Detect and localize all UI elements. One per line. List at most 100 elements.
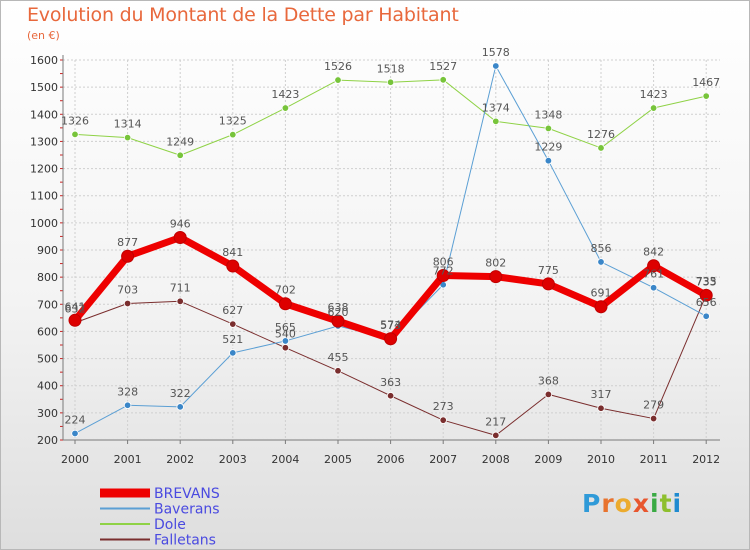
data-point-dole [386,78,395,86]
y-tick-label: 1600 [30,54,58,67]
y-tick-label: 800 [37,271,58,284]
data-label-dole: 1374 [482,101,510,114]
data-label-brevans: 877 [117,236,138,249]
data-label-baverans: 565 [275,321,296,334]
legend-label-dole: Dole [154,517,186,533]
data-label-brevans: 691 [591,287,612,300]
x-tick-label: 2008 [482,453,510,466]
data-point-baverans [544,156,553,165]
x-tick-label: 2005 [324,453,352,466]
x-tick-label: 2002 [166,453,194,466]
data-point-brevans [647,259,661,273]
data-point-baverans [492,62,500,70]
data-label-falletans: 735 [696,275,717,288]
data-point-brevans [68,313,82,327]
data-point-baverans [597,258,605,266]
data-label-dole: 1423 [271,88,299,101]
data-label-baverans: 856 [591,242,612,255]
x-tick-label: 2009 [534,453,562,466]
data-point-falletans [597,404,605,412]
brand-letter: o [614,489,633,518]
data-point-falletans [176,297,184,305]
data-point-falletans [281,344,290,352]
x-tick-label: 2011 [640,453,668,466]
data-label-falletans: 363 [380,376,401,389]
data-point-brevans [173,231,187,245]
x-tick-label: 2004 [271,453,299,466]
data-label-brevans: 841 [222,246,243,259]
data-point-dole [281,104,290,112]
data-label-baverans: 1578 [482,46,510,59]
data-label-dole: 1348 [534,108,562,121]
data-label-dole: 1325 [219,115,247,128]
y-tick-label: 600 [37,325,58,338]
data-label-brevans: 806 [433,256,454,269]
data-point-dole [176,151,184,159]
chart-title: Evolution du Montant de la Dette par Hab… [27,4,459,26]
data-label-brevans: 733 [696,275,717,288]
y-tick-label: 1200 [30,163,58,176]
y-tick-label: 500 [37,353,58,366]
data-label-baverans: 761 [643,268,664,281]
data-point-brevans [594,300,608,314]
data-label-brevans: 946 [170,218,191,231]
data-point-brevans [699,288,713,302]
data-point-brevans [278,297,292,311]
data-label-falletans: 279 [643,399,664,412]
data-point-dole [492,117,500,126]
data-label-baverans: 574 [380,318,401,331]
data-label-dole: 1526 [324,60,352,73]
data-point-dole [702,92,710,100]
y-tick-label: 1300 [30,135,58,148]
data-point-dole [649,104,658,112]
y-tick-label: 900 [37,244,58,257]
brand-logo: Proxiti [582,489,682,518]
data-point-falletans [386,392,395,400]
data-label-brevans: 702 [275,284,296,297]
data-label-falletans: 455 [328,351,349,364]
data-point-baverans [123,401,132,409]
data-point-brevans [436,269,450,283]
data-label-falletans: 368 [538,374,559,387]
data-point-brevans [226,259,240,273]
legend-label-baverans: Baverans [154,502,220,518]
data-label-falletans: 711 [170,281,191,294]
data-point-dole [123,133,132,142]
x-tick-label: 2000 [61,453,89,466]
x-tick-label: 2010 [587,453,615,466]
data-point-baverans [229,349,237,357]
data-label-baverans: 521 [222,333,243,346]
data-point-brevans [121,249,135,263]
data-point-baverans [702,312,710,320]
series-group [68,62,713,440]
data-label-brevans: 842 [643,246,664,259]
data-label-brevans: 641 [65,300,86,313]
legend-label-falletans: Falletans [154,533,216,549]
chart-unit: (en €) [27,29,60,42]
data-point-falletans [544,390,553,399]
data-point-falletans [334,367,342,375]
data-label-falletans: 627 [222,304,243,317]
data-point-brevans [331,314,345,328]
y-tick-label: 1100 [30,190,58,203]
x-tick-label: 2001 [114,453,142,466]
brand-letter: r [601,489,615,518]
y-tick-label: 1500 [30,81,58,94]
data-point-dole [334,76,342,84]
data-label-baverans: 620 [328,306,349,319]
data-point-baverans [281,337,290,345]
y-tick-label: 1400 [30,108,58,121]
data-label-dole: 1326 [61,114,89,127]
data-point-brevans [541,277,555,291]
data-label-dole: 1276 [587,128,615,141]
x-tick-label: 2007 [429,453,457,466]
data-label-falletans: 217 [485,415,506,428]
data-label-falletans: 703 [117,283,138,296]
data-label-dole: 1518 [377,62,405,75]
legend-label-brevans: BREVANS [154,486,220,502]
data-labels: 1326 1314 1249 1325 1423 1526 1518 1527 1374 1348… [61,46,720,428]
data-label-falletans: 273 [433,400,454,413]
data-label-dole: 1527 [429,60,457,73]
